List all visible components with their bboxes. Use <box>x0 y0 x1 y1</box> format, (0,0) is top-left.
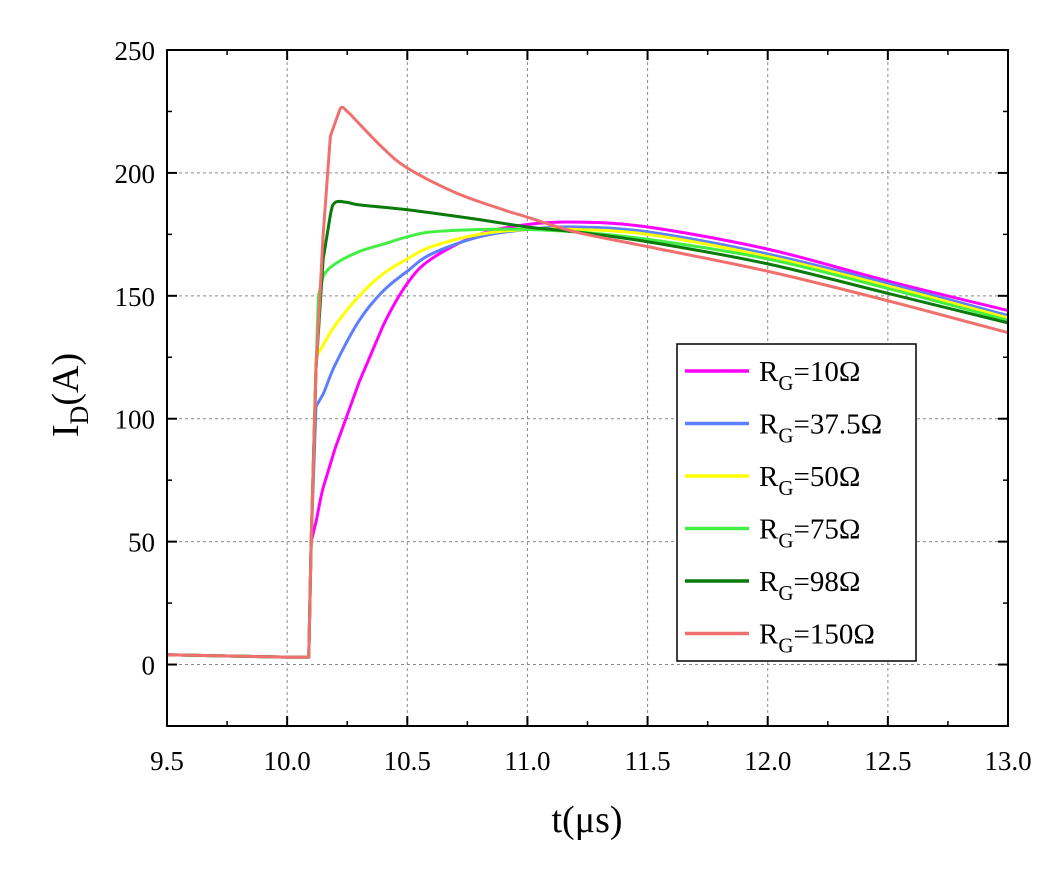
y-tick-label: 200 <box>115 159 156 189</box>
legend: RG=10Ω RG=37.5Ω RG=50Ω RG=75Ω RG=98Ω RG=150Ω <box>676 343 917 662</box>
series-line-2 <box>166 225 1009 659</box>
y-axis-title: ID(A) <box>45 353 94 437</box>
legend-box <box>676 343 917 662</box>
x-tick-label: 13.0 <box>984 746 1031 776</box>
series-line-5 <box>166 199 1009 659</box>
y-tick-label: 50 <box>128 528 155 558</box>
y-axis-title-main: I <box>45 424 87 437</box>
x-tick-label: 12.0 <box>744 746 791 776</box>
y-axis-title-sub: D <box>65 406 94 425</box>
series-line-4 <box>166 227 1009 659</box>
y-tick-label: 150 <box>115 282 156 312</box>
legend-label: RG=98Ω <box>759 566 860 605</box>
legend-label: RG=37.5Ω <box>759 409 882 448</box>
y-tick-label: 100 <box>115 405 156 435</box>
series-line-3 <box>166 227 1009 659</box>
legend-label: RG=50Ω <box>759 461 860 500</box>
y-axis-title-tail: (A) <box>45 353 87 406</box>
y-tick-label: 0 <box>142 651 156 681</box>
x-axis-title: t(μs) <box>551 799 622 841</box>
axis-ticks: 9.5 10.0 10.5 11.0 11.5 12.0 12.5 13.0 0 50 100 150… <box>115 36 1032 776</box>
legend-label: RG=10Ω <box>759 356 860 395</box>
x-tick-label: 9.5 <box>150 746 184 776</box>
x-tick-label: 11.0 <box>504 746 550 776</box>
x-tick-label: 11.5 <box>624 746 670 776</box>
legend-label: RG=150Ω <box>759 619 875 658</box>
series-lines <box>166 105 1009 659</box>
y-tick-label: 250 <box>115 36 156 66</box>
legend-label: RG=75Ω <box>759 514 860 553</box>
x-tick-label: 10.0 <box>264 746 311 776</box>
series-line-6 <box>166 105 1009 659</box>
x-tick-label: 12.5 <box>864 746 911 776</box>
x-tick-label: 10.5 <box>384 746 431 776</box>
